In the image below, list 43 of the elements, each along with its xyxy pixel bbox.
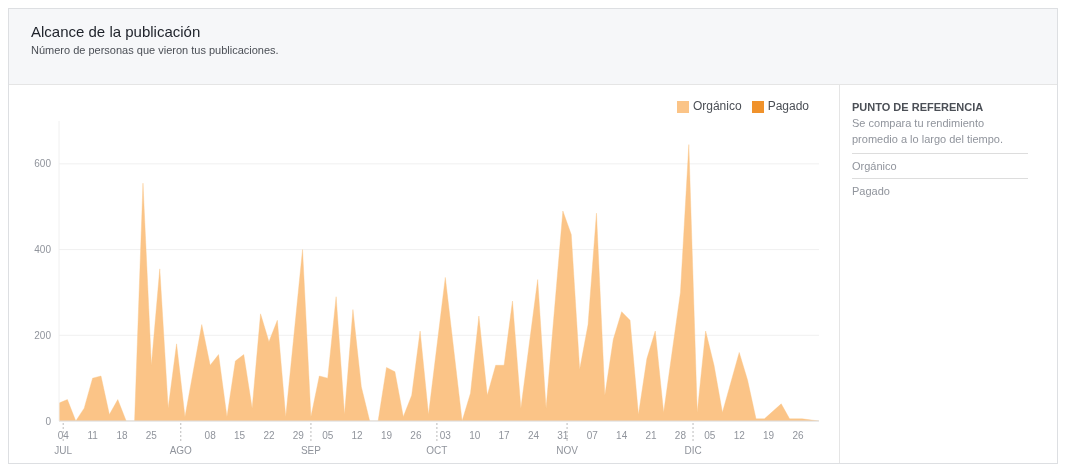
legend-label: Pagado <box>767 99 809 113</box>
x2-tick-label: DIC <box>684 445 702 456</box>
x-tick-label: 15 <box>233 430 246 441</box>
x2-tick-label: NOV <box>556 445 579 456</box>
x-tick-label: 05 <box>704 430 716 441</box>
text: Pagado <box>852 184 891 199</box>
y-tick-label: 0 <box>45 415 52 427</box>
text: Se compara tu rendimiento promedio a lo largo del tiempo. <box>852 115 1028 154</box>
x-tick-label: 17 <box>498 430 511 441</box>
x2-tick-label: AGO <box>169 445 193 456</box>
x-tick-label: 26 <box>792 430 804 441</box>
x-tick-label: 28 <box>674 430 687 441</box>
x-tick-label: 12 <box>733 430 746 441</box>
y-tick-label: 600 <box>34 158 52 170</box>
x-tick-label: 12 <box>351 430 364 441</box>
x-tick-label: 05 <box>322 430 334 441</box>
x-tick-label: 25 <box>145 430 158 441</box>
x-tick-label: 11 <box>87 430 99 441</box>
x-tick-label: 29 <box>292 430 305 441</box>
x-tick-label: 04 <box>57 430 70 441</box>
x2-tick-label: OCT <box>426 445 448 456</box>
x-tick-label: 18 <box>116 430 128 441</box>
x-tick-label: 19 <box>763 430 775 441</box>
y-tick-label: 200 <box>34 329 52 341</box>
x-tick-label: 24 <box>527 430 540 441</box>
x-tick-label: 03 <box>439 430 452 441</box>
x-tick-label: 10 <box>469 430 481 441</box>
x-tick-label: 22 <box>263 430 275 441</box>
x2-tick-label: JUL <box>54 445 73 456</box>
x-tick-label: 07 <box>586 430 599 441</box>
x-tick-label: 08 <box>204 430 217 441</box>
text: PUNTO DE REFERENCIA <box>852 101 985 113</box>
y-tick-label: 400 <box>34 244 52 256</box>
x-tick-label: 14 <box>616 430 628 441</box>
x-tick-label: 21 <box>645 430 658 441</box>
chart-subtitle: Número de personas que vieron tus publicaciones. <box>31 44 280 56</box>
text: Orgánico <box>852 154 1028 179</box>
legend-label: Orgánico <box>692 99 742 113</box>
chart-title: Alcance de la publicación <box>31 23 202 40</box>
x-tick-label: 31 <box>557 430 569 441</box>
x-tick-label: 19 <box>380 430 393 441</box>
x2-tick-label: SEP <box>300 445 322 456</box>
x-tick-label: 26 <box>410 430 422 441</box>
